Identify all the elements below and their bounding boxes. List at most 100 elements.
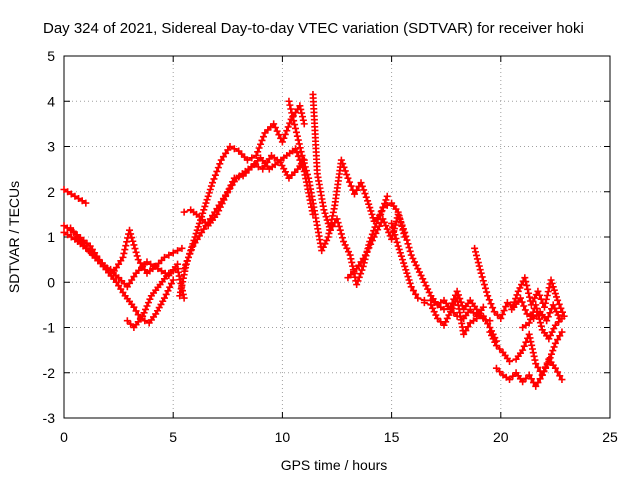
data-point xyxy=(403,269,411,277)
data-point xyxy=(372,229,380,237)
data-point xyxy=(290,117,298,125)
data-point xyxy=(142,305,150,313)
data-point xyxy=(388,219,396,227)
data-point xyxy=(60,228,68,236)
data-point xyxy=(121,246,129,254)
data-point xyxy=(132,307,140,315)
data-point xyxy=(376,212,384,220)
data-point xyxy=(409,254,417,262)
data-point xyxy=(544,313,552,321)
data-point xyxy=(492,364,500,372)
data-point xyxy=(382,196,390,204)
data-point xyxy=(358,182,366,190)
data-point xyxy=(546,309,554,317)
data-point xyxy=(414,294,422,302)
data-point xyxy=(326,226,334,234)
data-point xyxy=(549,283,557,291)
data-point xyxy=(299,155,307,163)
data-point xyxy=(126,226,134,234)
data-point xyxy=(354,277,362,285)
data-point xyxy=(207,182,215,190)
data-point xyxy=(220,196,228,204)
data-point xyxy=(227,181,235,189)
data-point xyxy=(483,288,491,296)
data-point xyxy=(200,206,208,214)
data-point xyxy=(324,219,332,227)
data-point xyxy=(273,127,281,135)
data-point xyxy=(556,372,564,380)
data-point xyxy=(528,345,536,353)
data-point xyxy=(368,237,376,245)
data-point xyxy=(508,305,516,313)
data-point xyxy=(123,317,131,325)
data-point xyxy=(525,371,533,379)
data-point xyxy=(367,240,375,248)
data-point xyxy=(548,279,556,287)
data-point xyxy=(255,144,263,152)
data-point xyxy=(225,185,233,193)
data-point xyxy=(540,367,548,375)
data-point xyxy=(295,140,303,148)
data-point xyxy=(555,318,563,326)
data-point xyxy=(359,262,367,270)
data-point xyxy=(335,222,343,230)
data-point xyxy=(134,311,142,319)
data-point xyxy=(394,210,402,218)
data-point xyxy=(300,159,308,167)
data-point xyxy=(526,293,534,301)
data-point xyxy=(257,140,265,148)
data-point xyxy=(169,267,177,275)
data-point xyxy=(275,131,283,139)
x-axis-label: GPS time / hours xyxy=(281,457,388,473)
data-point xyxy=(550,286,558,294)
data-point xyxy=(535,315,543,323)
data-point xyxy=(210,175,218,183)
data-point xyxy=(202,199,210,207)
data-point xyxy=(397,252,405,260)
y-tick-label: -1 xyxy=(43,320,56,336)
data-point xyxy=(254,148,262,156)
data-point xyxy=(140,309,148,317)
data-point xyxy=(506,376,514,384)
data-point xyxy=(528,341,536,349)
data-point xyxy=(129,237,137,245)
data-point xyxy=(132,248,140,256)
data-point xyxy=(119,253,127,261)
data-point xyxy=(396,249,404,257)
data-point xyxy=(216,203,224,211)
data-point xyxy=(533,304,541,312)
data-point xyxy=(554,296,562,304)
data-point xyxy=(341,167,349,175)
data-point xyxy=(165,251,173,259)
data-point xyxy=(174,265,182,273)
data-point xyxy=(340,163,348,171)
data-point xyxy=(552,293,560,301)
data-point xyxy=(558,328,566,336)
data-point xyxy=(551,339,559,347)
data-point xyxy=(478,273,486,281)
data-point xyxy=(524,285,532,293)
data-point xyxy=(286,119,294,127)
data-point xyxy=(377,208,385,216)
data-point xyxy=(363,247,371,255)
data-point xyxy=(194,223,202,231)
data-point xyxy=(398,221,406,229)
y-tick-label: -3 xyxy=(43,410,56,426)
data-point xyxy=(429,304,437,312)
data-point xyxy=(180,208,188,216)
data-point xyxy=(550,325,558,333)
data-point xyxy=(404,273,412,281)
data-point xyxy=(555,300,563,308)
data-point xyxy=(412,290,420,298)
data-point xyxy=(477,269,485,277)
data-point xyxy=(201,202,209,210)
x-tick-label: 25 xyxy=(602,429,618,445)
data-point xyxy=(541,299,549,307)
grid xyxy=(64,56,610,418)
data-point xyxy=(532,301,540,309)
y-tick-label: 3 xyxy=(47,139,55,155)
data-point xyxy=(536,319,544,327)
data-point xyxy=(230,174,238,182)
data-point xyxy=(320,206,328,214)
data-point xyxy=(401,262,409,270)
